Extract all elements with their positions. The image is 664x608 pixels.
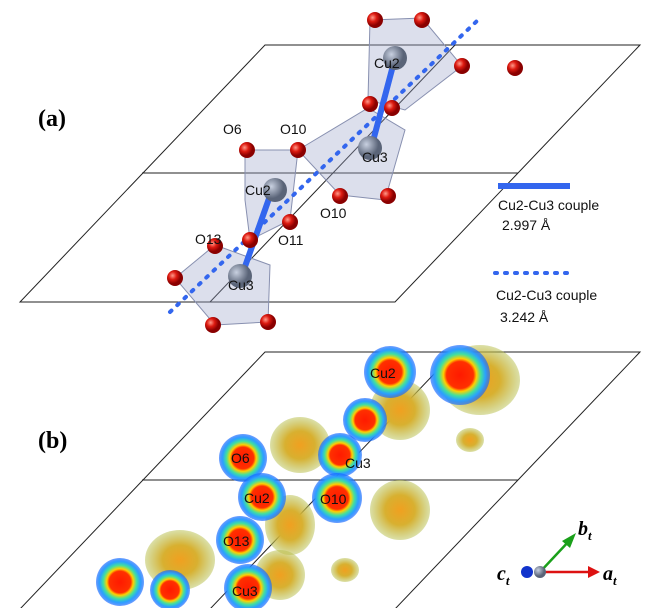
panel-label: (b) [38,428,67,454]
axis-label: at [603,563,617,588]
atom-label: O6 [223,121,242,137]
axis-subscript: t [588,528,592,543]
atom-label: Cu2 [245,182,271,198]
atom-label: O6 [231,450,250,466]
atom-label: Cu3 [345,455,371,471]
legend-name: Cu2-Cu3 couple [496,287,597,303]
axis-symbol: a [603,563,613,585]
legend-name: Cu2-Cu3 couple [498,197,599,213]
atom-label: O11 [278,232,304,248]
atom-label: O10 [280,121,307,137]
atom-label: O13 [223,533,250,549]
atom-label: Cu2 [370,365,396,381]
atom-label: O13 [195,231,222,247]
atom-label: Cu3 [232,583,258,599]
atom-label: Cu2 [244,490,270,506]
axis-symbol: c [497,563,506,585]
axis-subscript: t [506,573,510,588]
atom-label: O10 [320,205,347,221]
atom-label: Cu3 [362,149,388,165]
panel-a: (a) Cu2 O6 O10 Cu3 Cu2 O10 O13 O11 Cu3 C… [20,12,640,333]
axis-subscript: t [613,573,617,588]
axis-c [521,566,533,578]
atom-label: Cu2 [374,55,400,71]
origin [534,566,546,578]
dotted-couple [170,20,478,312]
polyhedra [175,18,462,325]
axis-label: bt [578,518,592,543]
axis-symbol: b [578,518,588,540]
figure: (a) Cu2 O6 O10 Cu3 Cu2 O10 O13 O11 Cu3 C… [0,0,664,608]
axis-b [540,540,570,572]
legend-distance: 2.997 Å [502,217,551,233]
legend-distance: 3.242 Å [500,309,549,325]
axis-label: ct [497,563,510,588]
panel-b: (b) Cu2 O6 Cu3 Cu2 O10 O13 Cu3 bt ct at [20,345,640,608]
arrow-head [588,566,600,578]
panel-label: (a) [38,106,66,132]
atom-label: Cu3 [228,277,254,293]
atom-label: O10 [320,491,347,507]
axis-triad: bt ct at [497,518,617,588]
